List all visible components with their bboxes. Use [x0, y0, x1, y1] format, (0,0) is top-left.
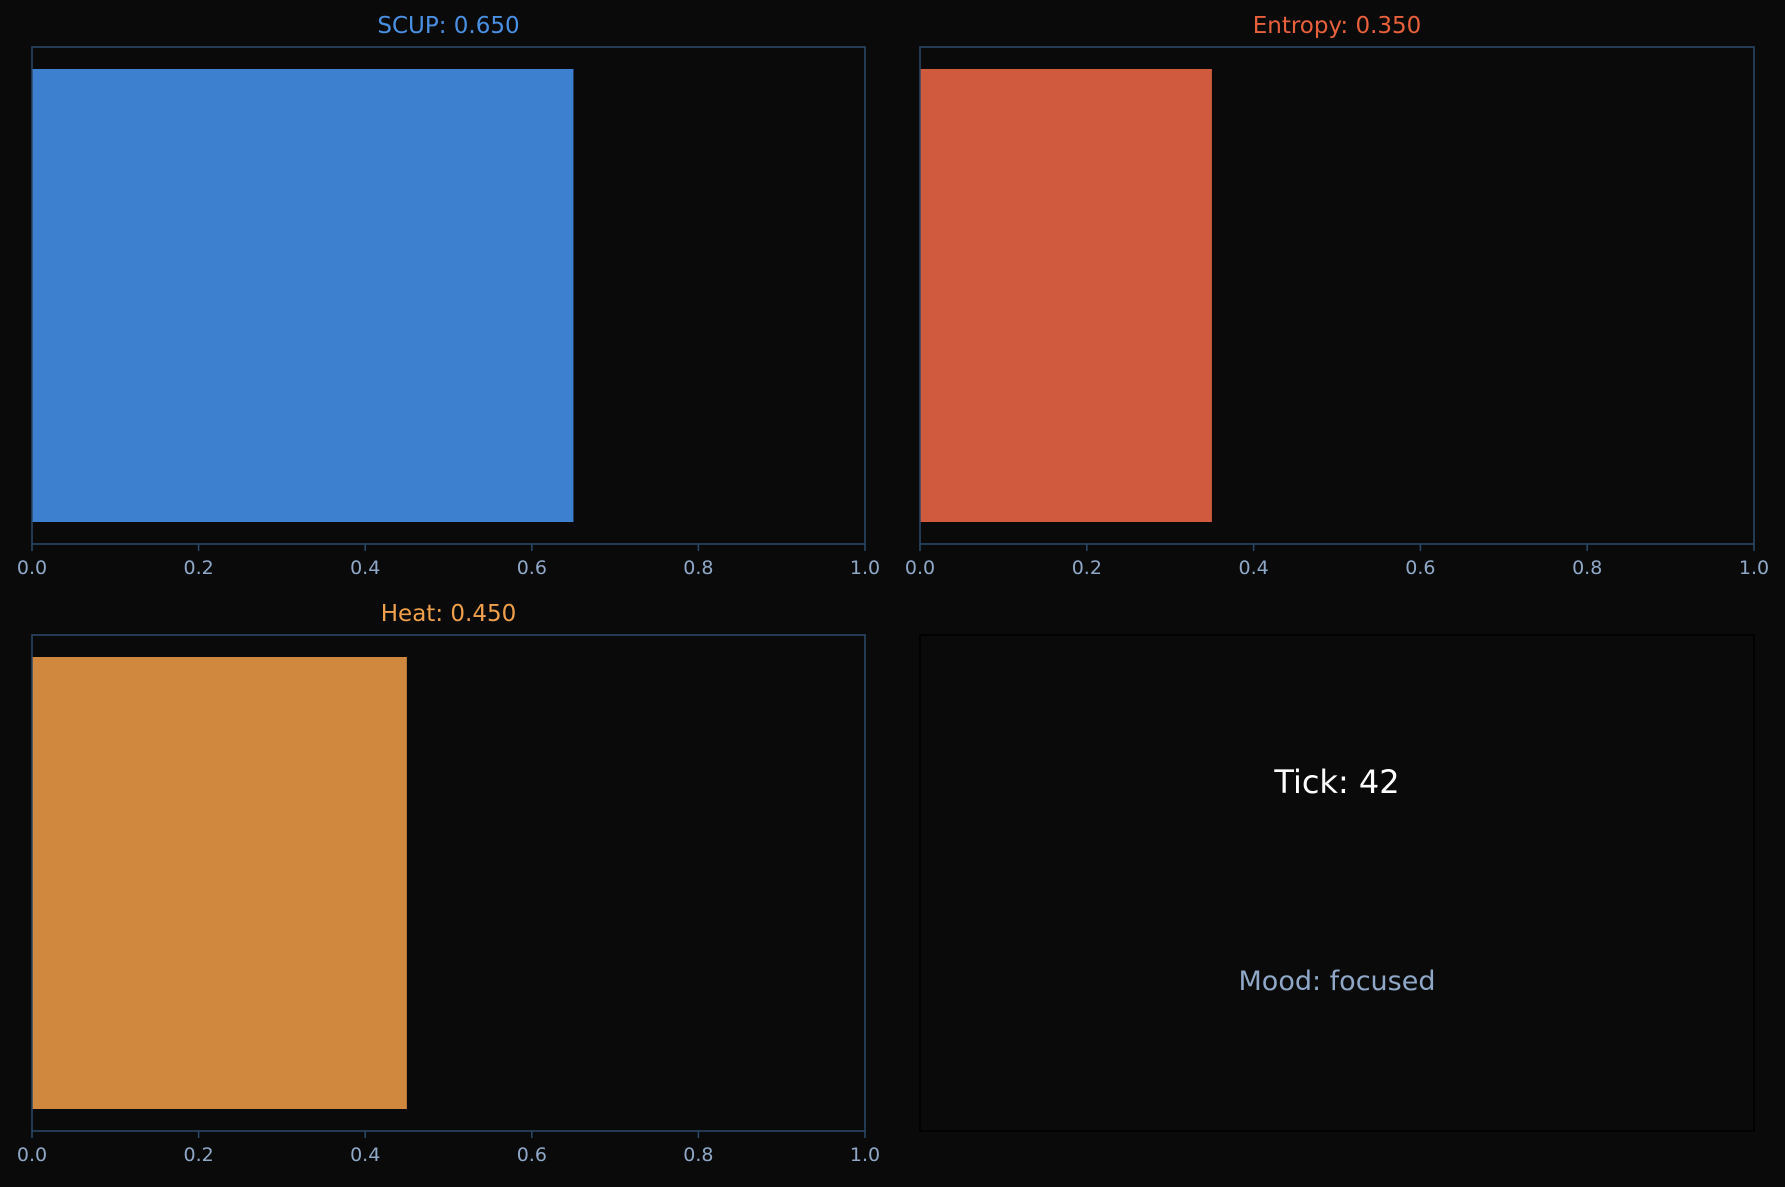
x-tick-label: 0.6 [517, 1144, 547, 1166]
x-tick-label: 0.2 [1072, 557, 1102, 579]
x-tick-label: 0.4 [350, 557, 380, 579]
chart-title: SCUP: 0.650 [377, 13, 519, 39]
x-tick-label: 0.4 [350, 1144, 380, 1166]
mood-text: Mood: focused [1239, 966, 1436, 997]
x-tick-label: 1.0 [1739, 557, 1769, 579]
x-tick-label: 0.2 [183, 557, 213, 579]
x-tick-label: 0.4 [1238, 557, 1268, 579]
x-tick-label: 0.0 [905, 557, 935, 579]
x-tick-label: 0.6 [517, 557, 547, 579]
status-panel-frame [919, 634, 1755, 1132]
bar-heat [32, 657, 407, 1109]
status-panel: Tick: 42 Mood: focused [919, 634, 1755, 1132]
tick-text: Tick: 42 [1273, 763, 1399, 801]
axes-frame [919, 46, 1755, 545]
chart-title: Entropy: 0.350 [1253, 13, 1422, 39]
chart-entropy: Entropy: 0.350 0.0 0.2 0.4 0.6 0.8 1.0 [905, 13, 1769, 579]
chart-scup: SCUP: 0.650 0.0 0.2 0.4 0.6 0.8 1.0 [17, 13, 880, 579]
x-tick-label: 0.8 [1572, 557, 1602, 579]
x-tick-label: 0.6 [1405, 557, 1435, 579]
x-tick-label: 1.0 [850, 557, 880, 579]
x-tick-label: 0.8 [683, 1144, 713, 1166]
x-tick-label: 0.2 [183, 1144, 213, 1166]
axes-frame [31, 634, 866, 1132]
axes-frame [31, 46, 866, 545]
x-tick-label: 0.0 [17, 1144, 47, 1166]
x-tick-label: 1.0 [850, 1144, 880, 1166]
bar-scup [32, 69, 574, 522]
x-tick-label: 0.8 [683, 557, 713, 579]
chart-title: Heat: 0.450 [381, 601, 516, 627]
x-tick-label: 0.0 [17, 557, 47, 579]
chart-heat: Heat: 0.450 0.0 0.2 0.4 0.6 0.8 1.0 [17, 601, 880, 1166]
bar-entropy [920, 69, 1212, 522]
